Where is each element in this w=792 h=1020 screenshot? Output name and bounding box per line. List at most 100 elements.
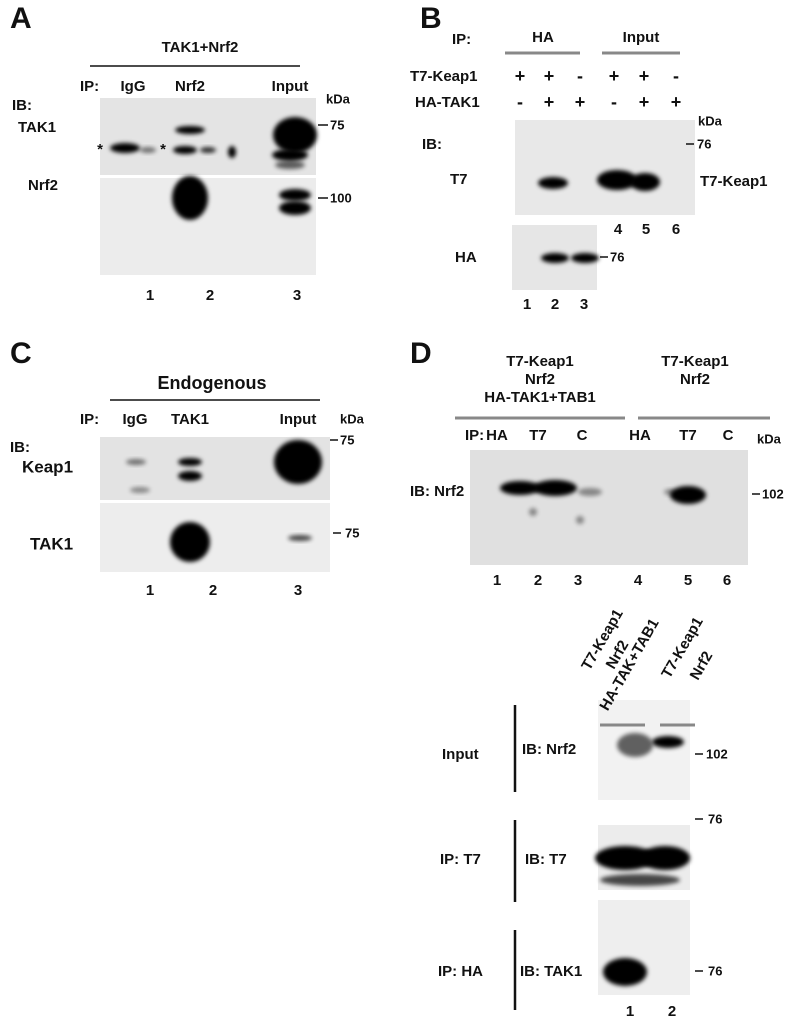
asterisk: * [160,141,166,158]
band [178,471,202,481]
sign: - [577,66,583,86]
band [279,201,311,215]
lane: 1 [146,287,154,304]
lane: 1 [146,582,154,599]
lane: 3 [294,582,302,599]
sign: - [611,92,617,112]
band [538,177,568,189]
lane: 2 [668,1003,676,1020]
lane: 2 [209,582,217,599]
lane: 2 [534,572,542,589]
sign: + [671,92,682,112]
panel-letter: B [420,2,442,35]
band [652,736,684,748]
band [274,440,322,484]
ip-group: Input [280,411,317,428]
marker: 102 [706,746,728,761]
ib-label: IB: TAK1 [520,963,582,980]
section-label: IP: HA [438,963,483,980]
blot-label: Keap1 [22,457,73,476]
lane: 6 [723,572,731,589]
band [541,253,569,263]
blot [515,120,695,215]
blot-label: T7 [450,171,468,188]
lane: 5 [642,221,650,238]
marker: 102 [762,486,784,501]
ip-label: IP: [452,31,471,48]
section-label: Input [442,746,479,763]
sign: - [517,92,523,112]
ib-label: IB: Nrf2 [410,483,464,500]
band [170,522,210,562]
panel-letter: A [10,2,32,35]
band [571,253,599,263]
band-label: T7-Keap1 [700,173,768,190]
band [576,516,584,524]
band [603,958,647,986]
sign: + [515,66,526,86]
blot-label: TAK1 [30,534,73,553]
ib-label: IB: [10,439,30,456]
lane: 3 [580,296,588,313]
ip-label: IP: [80,78,99,95]
band [617,733,653,757]
lane: 1 [626,1003,634,1020]
lane: 1 [493,572,501,589]
group-line: T7-Keap1 [661,353,729,370]
signs: + + - + + - - + + - + + [515,66,682,112]
ip-group: IgG [121,78,146,95]
lane: 6 [672,221,680,238]
band [172,176,208,220]
band [529,508,537,516]
group-line: Nrf2 [687,648,717,682]
band [500,481,540,495]
blot-label: TAK1 [18,119,56,136]
band [664,489,676,495]
band [640,846,690,870]
panel-title: TAK1+Nrf2 [162,39,239,56]
band [130,487,150,493]
ip-lane: HA [486,427,508,444]
ib-label: IB: T7 [525,851,567,868]
ip-group: IgG [123,411,148,428]
ip-group: Input [623,29,660,46]
marker: 75 [330,117,344,132]
band [595,846,655,870]
blot-label: HA [455,249,477,266]
band [600,874,680,886]
lane: 5 [684,572,692,589]
band [578,488,602,496]
ip-group: HA [532,29,554,46]
ip-lane: C [577,427,588,444]
band [200,147,216,153]
ip-group: Nrf2 [175,78,205,95]
section-label: IP: T7 [440,851,481,868]
panel-title: Endogenous [158,373,267,393]
band [110,143,140,153]
lane: 2 [551,296,559,313]
ip-lane: T7 [529,427,547,444]
sign: + [544,66,555,86]
lane: 2 [206,287,214,304]
lane: 3 [574,572,582,589]
ip-label: IP: [465,427,484,444]
band [288,535,312,541]
band [630,173,660,191]
band [273,117,317,153]
marker: 76 [697,136,711,151]
kda: kDa [340,411,365,426]
marker: 75 [345,525,359,540]
band [228,146,236,158]
lane: 3 [293,287,301,304]
ib-label: IB: [422,136,442,153]
kda: kDa [698,113,723,128]
asterisk: * [97,141,103,158]
band [670,486,706,504]
marker: 75 [340,432,354,447]
ip-lane: C [723,427,734,444]
lane: 1 [523,296,531,313]
band [275,161,305,169]
band [178,458,202,466]
ip-lane: HA [629,427,651,444]
